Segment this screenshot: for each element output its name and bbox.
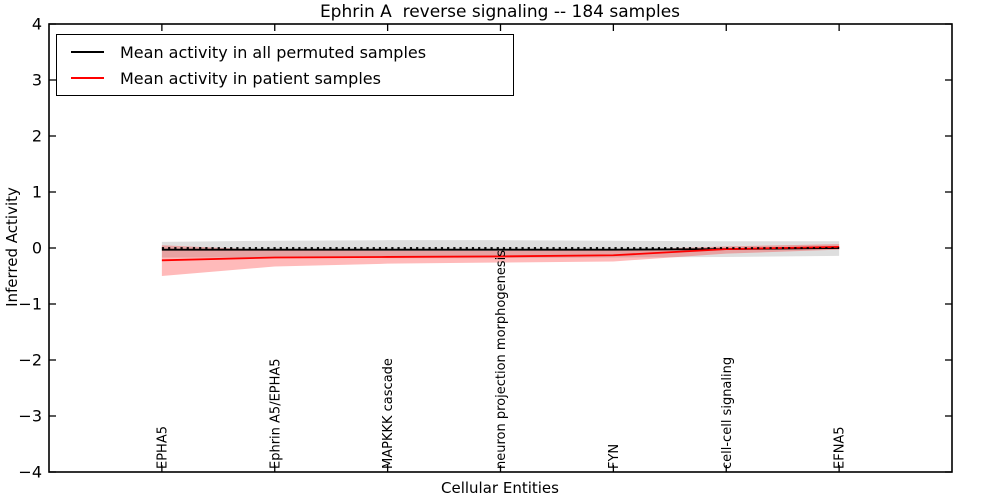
legend-label-permuted: Mean activity in all permuted samples bbox=[120, 42, 427, 62]
y-tick-label: −2 bbox=[18, 351, 42, 370]
legend: Mean activity in all permuted samples Me… bbox=[56, 34, 514, 96]
y-tick-label: −4 bbox=[18, 463, 42, 482]
x-tick-label: neuron projection morphogenesis bbox=[494, 250, 509, 469]
y-tick-label: −3 bbox=[18, 407, 42, 426]
y-tick-label: −1 bbox=[18, 295, 42, 314]
y-axis-label: Inferred Activity bbox=[3, 187, 21, 307]
x-tick-label: cell-cell signaling bbox=[720, 357, 735, 469]
x-tick-label: Ephrin A5/EPHA5 bbox=[268, 358, 283, 469]
y-tick-label: 3 bbox=[32, 71, 42, 90]
x-tick-label: EFNA5 bbox=[833, 426, 848, 469]
permuted-line-swatch bbox=[71, 51, 104, 53]
legend-item-patient: Mean activity in patient samples bbox=[71, 69, 513, 88]
patient-mean-line bbox=[161, 245, 840, 262]
x-tick-label: EPHA5 bbox=[155, 426, 170, 469]
x-tick-label: MAPKKK cascade bbox=[381, 358, 396, 469]
y-tick-label: 0 bbox=[32, 239, 42, 258]
legend-item-permuted: Mean activity in all permuted samples bbox=[71, 43, 513, 62]
y-tick-label: 4 bbox=[32, 15, 42, 34]
y-tick-label: 2 bbox=[32, 127, 42, 146]
y-tick-label: 1 bbox=[32, 183, 42, 202]
legend-label-patient: Mean activity in patient samples bbox=[120, 68, 381, 88]
x-axis-label: Cellular Entities bbox=[441, 479, 559, 497]
patient-line-swatch bbox=[71, 77, 104, 79]
x-tick-label: FYN bbox=[607, 444, 622, 469]
chart-title: Ephrin A reverse signaling -- 184 sample… bbox=[319, 2, 681, 22]
